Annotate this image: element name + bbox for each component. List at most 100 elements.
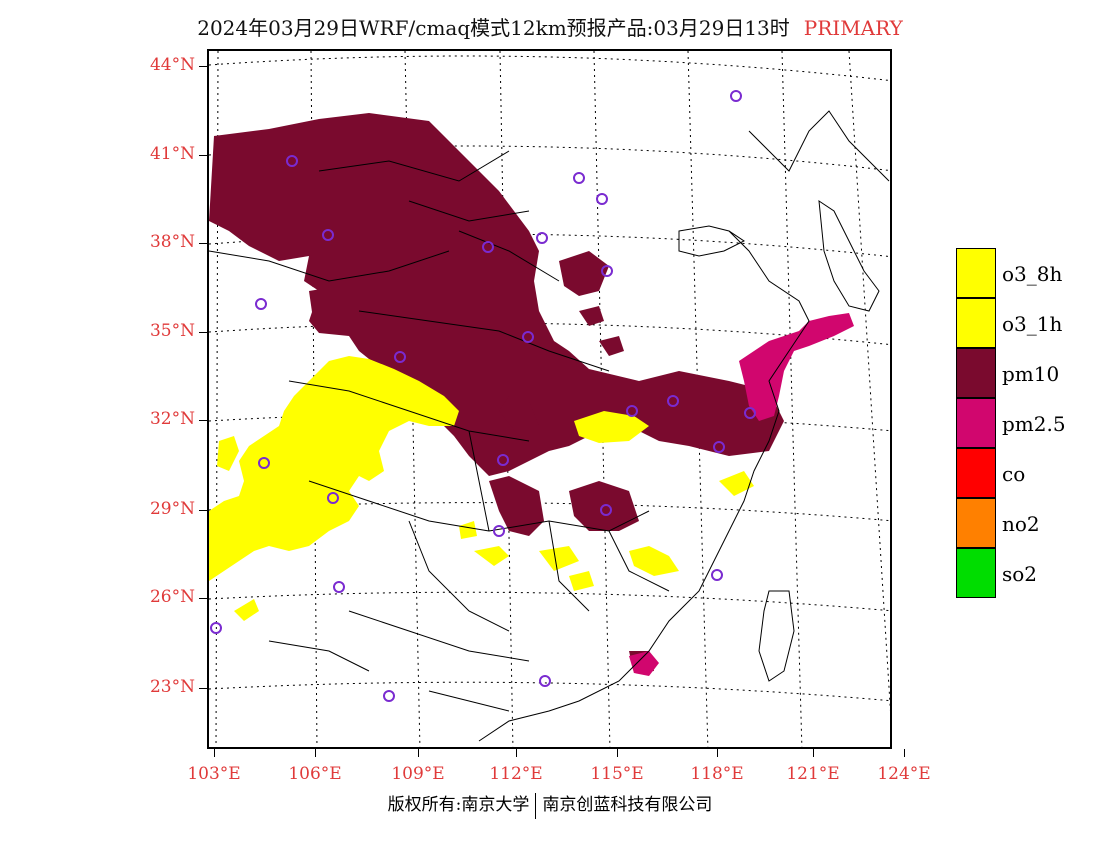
latitude-label: 35°N	[149, 321, 195, 341]
city-marker	[522, 331, 534, 343]
city-markers	[210, 90, 756, 702]
longitude-tick	[315, 749, 316, 757]
city-marker	[210, 622, 222, 634]
city-marker	[600, 504, 612, 516]
pm10-region	[209, 113, 784, 673]
longitude-label: 124°E	[877, 764, 931, 784]
map-panel[interactable]	[207, 49, 892, 749]
city-marker	[711, 569, 723, 581]
legend-swatch	[956, 498, 996, 548]
latitude-label: 38°N	[149, 232, 195, 252]
longitude-tick	[904, 749, 905, 757]
longitude-tick	[418, 749, 419, 757]
legend-label: so2	[1002, 562, 1038, 586]
city-marker	[601, 265, 613, 277]
shandong-outline	[678, 225, 745, 257]
longitude-tick	[617, 749, 618, 757]
longitude-label: 106°E	[288, 764, 342, 784]
longitude-label: 118°E	[690, 764, 744, 784]
city-marker	[497, 454, 509, 466]
legend-swatch	[956, 398, 996, 448]
korea-outline	[818, 199, 880, 312]
city-marker	[327, 492, 339, 504]
grid-lon-124	[848, 51, 890, 712]
latitude-label: 26°N	[149, 587, 195, 607]
latitude-tick	[199, 332, 207, 333]
grid-lon-118	[687, 51, 709, 747]
grid-lat-23	[209, 681, 890, 702]
city-marker	[255, 298, 267, 310]
footer-separator	[535, 792, 537, 819]
city-marker	[322, 229, 334, 241]
city-marker	[286, 155, 298, 167]
latitude-tick	[199, 688, 207, 689]
longitude-tick	[813, 749, 814, 757]
latitude-label: 32°N	[149, 409, 195, 429]
title-primary-tag: PRIMARY	[803, 16, 903, 40]
latitude-tick	[199, 510, 207, 511]
pollutant-map	[209, 51, 890, 747]
city-marker	[713, 441, 725, 453]
grid-lon-103	[215, 51, 219, 747]
city-marker	[573, 172, 585, 184]
city-marker	[744, 407, 756, 419]
longitude-tick	[717, 749, 718, 757]
longitude-label: 103°E	[187, 764, 241, 784]
city-marker	[667, 395, 679, 407]
latitude-label: 41°N	[149, 144, 195, 164]
grid-lat-26	[209, 591, 890, 612]
map-title: 2024年03月29日WRF/cmaq模式12km预报产品:03月29日13时 P…	[0, 12, 1100, 41]
legend-label: o3_8h	[1002, 262, 1063, 286]
grid-lat-35	[209, 322, 890, 346]
latitude-label: 29°N	[149, 499, 195, 519]
city-marker	[333, 581, 345, 593]
latitude-tick	[199, 243, 207, 244]
footer: 版权所有:南京大学 南京创蓝科技有限公司	[0, 790, 1100, 819]
legend-swatch	[956, 548, 996, 598]
latitude-tick	[199, 66, 207, 67]
latitude-tick	[199, 155, 207, 156]
grid-lon-121	[781, 51, 803, 747]
pm25-region	[629, 313, 854, 676]
legend-label: o3_1h	[1002, 312, 1063, 336]
legend-label: co	[1002, 462, 1026, 486]
coastline	[478, 110, 890, 742]
city-marker	[730, 90, 742, 102]
grid-lon-106	[310, 51, 318, 747]
grid-lon-112	[499, 51, 514, 747]
city-marker	[626, 405, 638, 417]
legend-label: pm10	[1002, 362, 1060, 386]
longitude-tick	[214, 749, 215, 757]
latitude-label: 44°N	[149, 55, 195, 75]
city-marker	[258, 457, 270, 469]
latitude-tick	[199, 598, 207, 599]
legend-label: no2	[1002, 512, 1040, 536]
latitude-tick	[199, 420, 207, 421]
footer-company: 南京创蓝科技有限公司	[542, 795, 713, 815]
legend-swatch	[956, 298, 996, 348]
boundaries	[209, 110, 890, 742]
longitude-label: 115°E	[590, 764, 644, 784]
city-marker	[482, 241, 494, 253]
taiwan-outline	[758, 590, 795, 682]
city-marker	[383, 690, 395, 702]
longitude-label: 109°E	[391, 764, 445, 784]
title-text: 2024年03月29日WRF/cmaq模式12km预报产品:03月29日13时	[197, 16, 790, 40]
province-lines	[209, 150, 670, 712]
grid-lon-115	[593, 51, 611, 747]
legend-swatch	[956, 448, 996, 498]
legend-swatch	[956, 348, 996, 398]
latitude-label: 23°N	[149, 677, 195, 697]
city-marker	[539, 675, 551, 687]
city-marker	[394, 351, 406, 363]
city-marker	[596, 193, 608, 205]
grid-lat-44	[209, 55, 890, 82]
longitude-label: 112°E	[489, 764, 543, 784]
footer-copyright: 版权所有:南京大学	[387, 795, 530, 815]
legend-label: pm2.5	[1002, 412, 1066, 436]
o3-region	[209, 356, 754, 621]
city-marker	[493, 525, 505, 537]
longitude-label: 121°E	[786, 764, 840, 784]
longitude-tick	[516, 749, 517, 757]
city-marker	[536, 232, 548, 244]
